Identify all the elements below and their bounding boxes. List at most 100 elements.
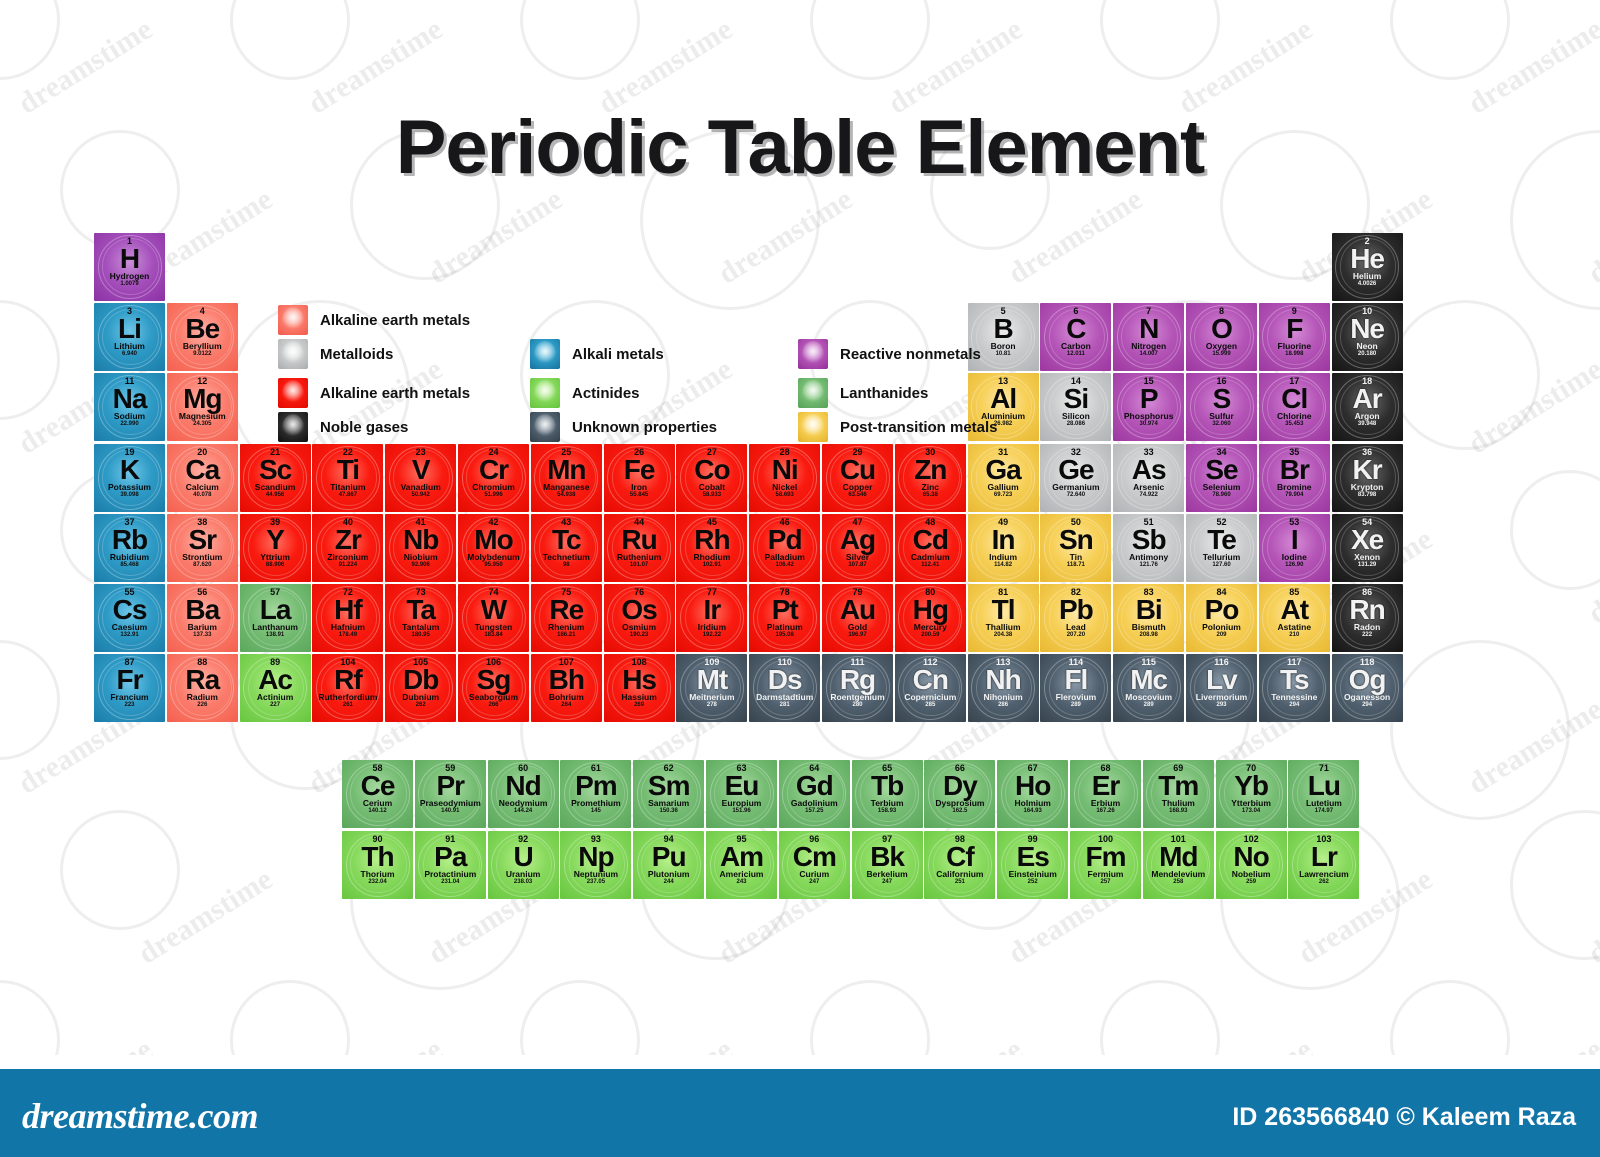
element-cell-ar[interactable]: 18 Ar Argon 39.948 bbox=[1331, 373, 1403, 442]
element-cell-o[interactable]: 8 O Oxygen 15.999 bbox=[1186, 303, 1257, 372]
element-cell-tb[interactable]: 65 Tb Terbium 158.93 bbox=[851, 760, 923, 828]
element-cell-n[interactable]: 7 N Nitrogen 14.007 bbox=[1113, 303, 1185, 372]
element-cell-rg[interactable]: 111 Rg Roentgenium 280 bbox=[822, 654, 893, 723]
element-cell-ba[interactable]: 56 Ba Barium 137.33 bbox=[166, 584, 238, 652]
element-cell-c[interactable]: 6 C Carbon 12.011 bbox=[1040, 303, 1112, 372]
legend-item-alkearth[interactable]: Alkaline earth metals bbox=[278, 305, 470, 335]
element-cell-mt[interactable]: 109 Mt Meitnerium 278 bbox=[676, 654, 748, 723]
element-cell-co[interactable]: 27 Co Cobalt 58.933 bbox=[676, 443, 748, 512]
element-cell-sg[interactable]: 106 Sg Seaborgium 266 bbox=[458, 654, 529, 723]
element-cell-fl[interactable]: 114 Fl Flerovium 289 bbox=[1040, 654, 1112, 723]
element-cell-xe[interactable]: 54 Xe Xenon 131.29 bbox=[1331, 513, 1403, 582]
element-cell-ra[interactable]: 88 Ra Radium 226 bbox=[166, 654, 238, 723]
element-cell-tl[interactable]: 81 Tl Thallium 204.38 bbox=[967, 584, 1039, 652]
element-cell-ds[interactable]: 110 Ds Darmstadtium 281 bbox=[749, 654, 821, 723]
element-cell-no[interactable]: 102 No Nobelium 259 bbox=[1215, 831, 1287, 899]
element-cell-lu[interactable]: 71 Lu Lutetium 174.97 bbox=[1288, 760, 1360, 828]
element-cell-eu[interactable]: 63 Eu Europium 151.96 bbox=[706, 760, 777, 828]
element-cell-bi[interactable]: 83 Bi Bismuth 208.98 bbox=[1113, 584, 1185, 652]
element-cell-ts[interactable]: 117 Ts Tennessine 294 bbox=[1258, 654, 1330, 723]
element-cell-ir[interactable]: 77 Ir Iridium 192.22 bbox=[676, 584, 748, 652]
element-cell-si[interactable]: 14 Si Silicon 28.086 bbox=[1040, 373, 1112, 442]
element-cell-na[interactable]: 11 Na Sodium 22.990 bbox=[94, 373, 165, 442]
element-cell-la[interactable]: 57 La Lanthanum 138.91 bbox=[239, 584, 311, 652]
element-cell-ni[interactable]: 28 Ni Nickel 58.693 bbox=[749, 443, 821, 512]
element-cell-ce[interactable]: 58 Ce Cerium 140.12 bbox=[342, 760, 413, 828]
element-cell-cl[interactable]: 17 Cl Chlorine 35.453 bbox=[1258, 373, 1330, 442]
element-cell-er[interactable]: 68 Er Erbium 167.26 bbox=[1070, 760, 1141, 828]
element-cell-tc[interactable]: 43 Tc Technetium 98 bbox=[530, 513, 602, 582]
element-cell-al[interactable]: 13 Al Aluminium 26.982 bbox=[967, 373, 1039, 442]
element-cell-cn[interactable]: 112 Cn Copernicium 285 bbox=[894, 654, 966, 723]
element-cell-og[interactable]: 118 Og Oganesson 294 bbox=[1331, 654, 1403, 723]
element-cell-mn[interactable]: 25 Mn Manganese 54.938 bbox=[530, 443, 602, 512]
element-cell-tm[interactable]: 69 Tm Thulium 168.93 bbox=[1142, 760, 1214, 828]
legend-item-unknown[interactable]: Unknown properties bbox=[530, 412, 717, 442]
element-cell-h[interactable]: 1 H Hydrogen 1.0079 bbox=[94, 233, 165, 301]
element-cell-he[interactable]: 2 He Helium 4.0026 bbox=[1331, 233, 1403, 301]
element-cell-zn[interactable]: 30 Zn Zinc 65.38 bbox=[894, 443, 966, 512]
element-cell-yb[interactable]: 70 Yb Ytterbium 173.04 bbox=[1215, 760, 1287, 828]
element-cell-np[interactable]: 93 Np Neptunium 237.05 bbox=[560, 831, 632, 899]
element-cell-gd[interactable]: 64 Gd Gadolinium 157.25 bbox=[778, 760, 850, 828]
legend-item-nonmetal[interactable]: Reactive nonmetals bbox=[798, 339, 981, 369]
element-cell-pb[interactable]: 82 Pb Lead 207.20 bbox=[1040, 584, 1112, 652]
element-cell-te[interactable]: 52 Te Tellurium 127.60 bbox=[1186, 513, 1257, 582]
element-cell-fr[interactable]: 87 Fr Francium 223 bbox=[94, 654, 165, 723]
element-cell-dy[interactable]: 66 Dy Dysprosium 162.5 bbox=[924, 760, 996, 828]
element-cell-sn[interactable]: 50 Sn Tin 118.71 bbox=[1040, 513, 1112, 582]
element-cell-pa[interactable]: 91 Pa Protactinium 231.04 bbox=[414, 831, 486, 899]
element-cell-br[interactable]: 35 Br Bromine 79.904 bbox=[1258, 443, 1330, 512]
element-cell-i[interactable]: 53 I Iodine 126.90 bbox=[1258, 513, 1330, 582]
element-cell-hs[interactable]: 108 Hs Hassium 269 bbox=[603, 654, 675, 723]
element-cell-pm[interactable]: 61 Pm Promethium 145 bbox=[560, 760, 632, 828]
element-cell-hf[interactable]: 72 Hf Hafnium 178.49 bbox=[312, 584, 384, 652]
element-cell-sc[interactable]: 21 Sc Scandium 44.956 bbox=[239, 443, 311, 512]
element-cell-ti[interactable]: 22 Ti Titanium 47.867 bbox=[312, 443, 384, 512]
element-cell-nb[interactable]: 41 Nb Niobium 92.906 bbox=[385, 513, 457, 582]
element-cell-v[interactable]: 23 V Vanadium 50.942 bbox=[385, 443, 457, 512]
element-cell-hg[interactable]: 80 Hg Mercury 200.59 bbox=[894, 584, 966, 652]
element-cell-au[interactable]: 79 Au Gold 196.97 bbox=[822, 584, 893, 652]
element-cell-w[interactable]: 74 W Tungsten 183.84 bbox=[458, 584, 529, 652]
element-cell-rn[interactable]: 86 Rn Radon 222 bbox=[1331, 584, 1403, 652]
element-cell-cr[interactable]: 24 Cr Chromium 51.996 bbox=[458, 443, 529, 512]
element-cell-y[interactable]: 39 Y Yttrium 88.906 bbox=[239, 513, 311, 582]
element-cell-se[interactable]: 34 Se Selenium 78.960 bbox=[1186, 443, 1257, 512]
legend-item-lanth[interactable]: Lanthanides bbox=[798, 378, 928, 408]
element-cell-fe[interactable]: 26 Fe Iron 55.845 bbox=[603, 443, 675, 512]
element-cell-mc[interactable]: 115 Mc Moscovium 289 bbox=[1113, 654, 1185, 723]
element-cell-pu[interactable]: 94 Pu Plutonium 244 bbox=[633, 831, 705, 899]
element-cell-be[interactable]: 4 Be Beryllium 9.0122 bbox=[166, 303, 238, 372]
element-cell-pd[interactable]: 46 Pd Palladium 106.42 bbox=[749, 513, 821, 582]
element-cell-at[interactable]: 85 At Astatine 210 bbox=[1258, 584, 1330, 652]
element-cell-b[interactable]: 5 B Boron 10.81 bbox=[967, 303, 1039, 372]
element-cell-pr[interactable]: 59 Pr Praseodymium 140.91 bbox=[414, 760, 486, 828]
element-cell-as[interactable]: 33 As Arsenic 74.922 bbox=[1113, 443, 1185, 512]
element-cell-ta[interactable]: 73 Ta Tantalum 180.95 bbox=[385, 584, 457, 652]
element-cell-th[interactable]: 90 Th Thorium 232.04 bbox=[342, 831, 413, 899]
legend-item-noble[interactable]: Noble gases bbox=[278, 412, 408, 442]
element-cell-bh[interactable]: 107 Bh Bohrium 264 bbox=[530, 654, 602, 723]
element-cell-rh[interactable]: 45 Rh Rhodium 102.91 bbox=[676, 513, 748, 582]
element-cell-sr[interactable]: 38 Sr Strontium 87.620 bbox=[166, 513, 238, 582]
element-cell-ca[interactable]: 20 Ca Calcium 40.078 bbox=[166, 443, 238, 512]
element-cell-rf[interactable]: 104 Rf Rutherfordium 261 bbox=[312, 654, 384, 723]
element-cell-cs[interactable]: 55 Cs Caesium 132.91 bbox=[94, 584, 165, 652]
element-cell-fm[interactable]: 100 Fm Fermium 257 bbox=[1070, 831, 1141, 899]
element-cell-es[interactable]: 99 Es Einsteinium 252 bbox=[997, 831, 1069, 899]
element-cell-sb[interactable]: 51 Sb Antimony 121.76 bbox=[1113, 513, 1185, 582]
element-cell-ru[interactable]: 44 Ru Ruthenium 101.07 bbox=[603, 513, 675, 582]
element-cell-p[interactable]: 15 P Phosphorus 30.974 bbox=[1113, 373, 1185, 442]
element-cell-os[interactable]: 76 Os Osmium 190.23 bbox=[603, 584, 675, 652]
element-cell-s[interactable]: 16 S Sulfur 32.060 bbox=[1186, 373, 1257, 442]
element-cell-mg[interactable]: 12 Mg Magnesium 24.305 bbox=[166, 373, 238, 442]
element-cell-nd[interactable]: 60 Nd Neodymium 144.24 bbox=[487, 760, 559, 828]
element-cell-ho[interactable]: 67 Ho Holmium 164.93 bbox=[997, 760, 1069, 828]
element-cell-am[interactable]: 95 Am Americium 243 bbox=[706, 831, 777, 899]
element-cell-sm[interactable]: 62 Sm Samarium 150.36 bbox=[633, 760, 705, 828]
element-cell-lr[interactable]: 103 Lr Lawrencium 262 bbox=[1288, 831, 1360, 899]
element-cell-f[interactable]: 9 F Fluorine 18.998 bbox=[1258, 303, 1330, 372]
element-cell-bk[interactable]: 97 Bk Berkelium 247 bbox=[851, 831, 923, 899]
element-cell-in[interactable]: 49 In Indium 114.82 bbox=[967, 513, 1039, 582]
